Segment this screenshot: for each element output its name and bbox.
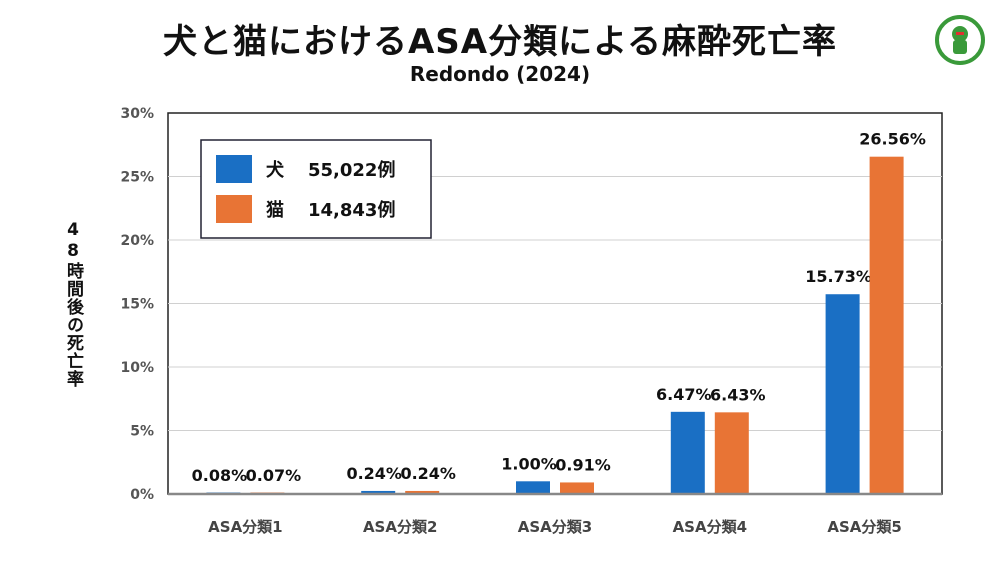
y-axis-label: 48時間後の死亡率 bbox=[63, 220, 83, 388]
bar-dog bbox=[361, 490, 396, 494]
bar-cat bbox=[869, 156, 904, 495]
chart-title: 犬と猫におけるASA分類による麻酔死亡率 bbox=[162, 22, 838, 62]
x-tick-label: ASA分類3 bbox=[518, 518, 592, 536]
data-label: 26.56% bbox=[859, 130, 926, 149]
data-label: 1.00% bbox=[501, 454, 557, 473]
data-label: 0.91% bbox=[555, 455, 611, 474]
bar-cat bbox=[560, 482, 594, 494]
legend-label: 犬 bbox=[266, 159, 285, 181]
y-tick-label: 0% bbox=[130, 487, 154, 503]
y-tick-label: 25% bbox=[120, 170, 154, 186]
legend-count: 55,022例 bbox=[308, 159, 395, 181]
y-tick-label: 30% bbox=[120, 106, 154, 122]
legend-swatch-dog bbox=[216, 155, 252, 183]
legend-count: 14,843例 bbox=[308, 199, 395, 221]
data-label: 15.73% bbox=[805, 267, 872, 286]
data-label: 6.43% bbox=[710, 385, 766, 404]
chart-subtitle: Redondo (2024) bbox=[409, 62, 591, 86]
bar-dog bbox=[825, 294, 860, 494]
data-label: 0.24% bbox=[346, 464, 402, 483]
y-tick-label: 5% bbox=[130, 424, 154, 440]
bar-dog bbox=[516, 481, 550, 494]
x-tick-label: ASA分類2 bbox=[363, 518, 437, 536]
bar-dog bbox=[670, 411, 705, 494]
x-tick-label: ASA分類1 bbox=[208, 518, 282, 536]
data-label: 0.07% bbox=[246, 466, 302, 485]
data-label: 6.47% bbox=[656, 385, 712, 404]
y-tick-label: 15% bbox=[120, 297, 154, 313]
y-tick-label: 10% bbox=[120, 360, 154, 376]
logo-icon bbox=[935, 15, 985, 65]
bar-cat bbox=[714, 412, 749, 494]
bar-cat bbox=[405, 490, 440, 494]
legend-label: 猫 bbox=[266, 199, 284, 221]
legend-swatch-cat bbox=[216, 195, 252, 223]
data-label: 0.24% bbox=[400, 464, 456, 483]
x-tick-label: ASA分類5 bbox=[827, 518, 901, 536]
y-tick-label: 20% bbox=[120, 233, 154, 249]
data-label: 0.08% bbox=[192, 466, 248, 485]
x-tick-label: ASA分類4 bbox=[673, 518, 747, 536]
legend-box bbox=[200, 139, 432, 239]
